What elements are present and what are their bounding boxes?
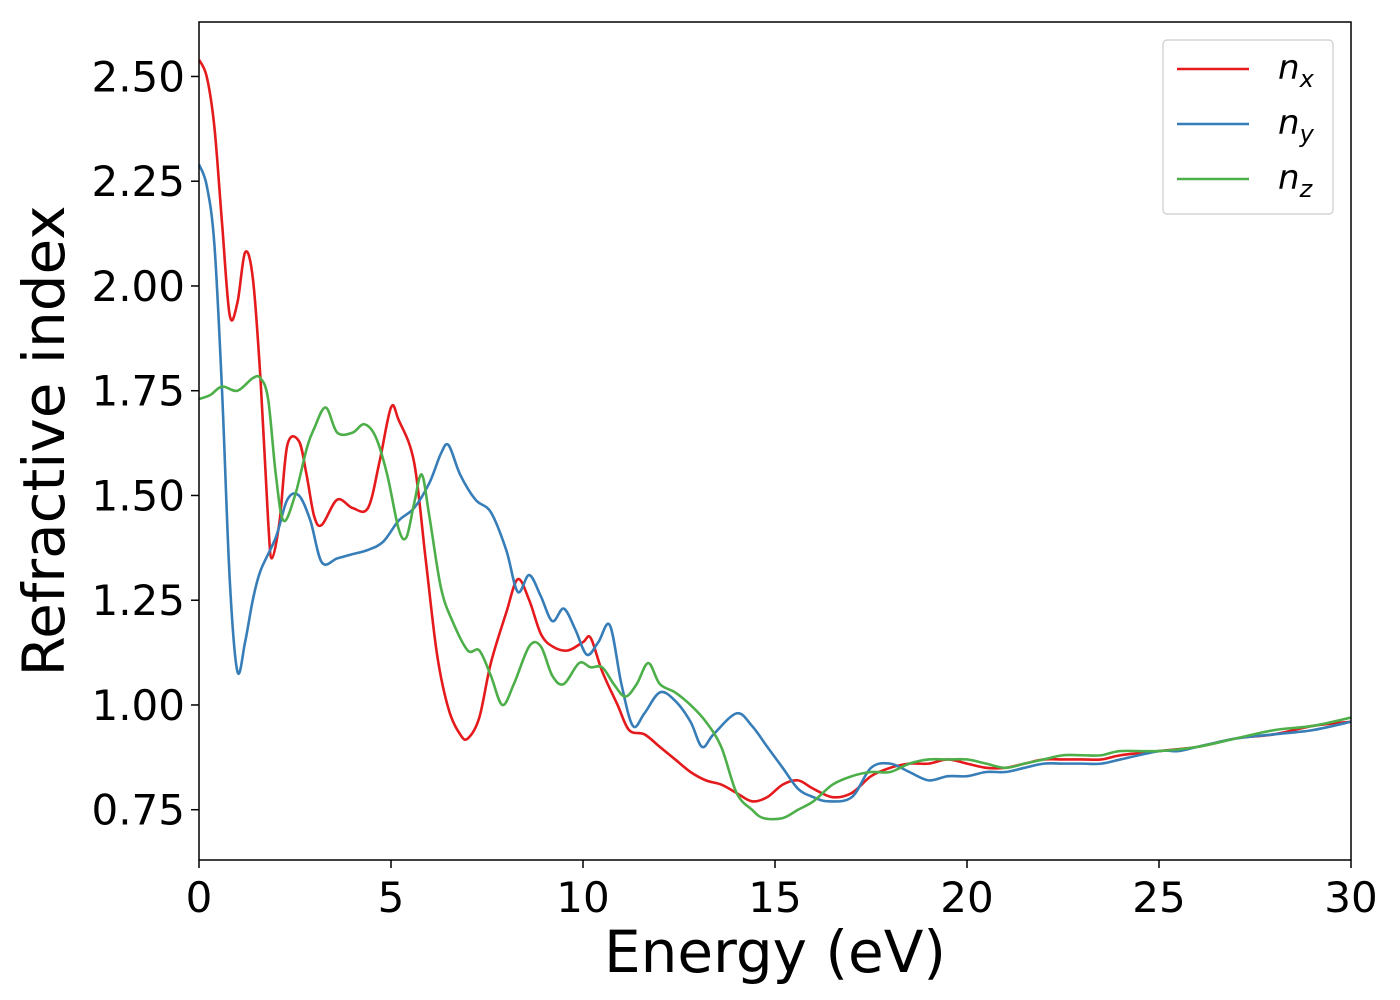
- y-tick-label: 1.25: [91, 576, 185, 625]
- legend-label-n-y: ny: [1278, 103, 1315, 148]
- y-tick-label: 2.25: [91, 157, 185, 206]
- y-tick-label: 1.50: [91, 471, 185, 520]
- series-line-n-y: [199, 163, 1351, 803]
- x-axis-label: Energy (eV): [604, 918, 946, 986]
- series-line-n-x: [199, 59, 1351, 803]
- y-axis-label: Refractive index: [10, 205, 78, 676]
- x-tick-label: 30: [1324, 873, 1377, 922]
- y-tick-label: 0.75: [91, 786, 185, 835]
- x-tick-label: 15: [748, 873, 801, 922]
- y-tick-label: 2.50: [91, 52, 185, 101]
- legend-label-n-z: nz: [1278, 158, 1314, 203]
- x-tick-label: 10: [556, 873, 609, 922]
- ticks-layer: 0 5 10 15 20 25 30 0.75 1.00 1.25 1.50 1.75 2.00 2.25…: [91, 52, 1377, 922]
- x-tick-label: 20: [940, 873, 993, 922]
- y-tick-label: 1.75: [91, 367, 185, 416]
- x-tick-label: 25: [1132, 873, 1185, 922]
- x-tick-label: 5: [378, 873, 405, 922]
- y-tick-label: 1.00: [91, 681, 185, 730]
- legend-label-n-x: nx: [1278, 48, 1315, 93]
- series-line-n-z: [199, 374, 1351, 821]
- y-tick-label: 2.00: [91, 262, 185, 311]
- legend: nx ny nz: [1162, 39, 1334, 215]
- x-tick-label: 0: [186, 873, 213, 922]
- series-layer: [199, 59, 1351, 821]
- legend-box: [1162, 39, 1334, 215]
